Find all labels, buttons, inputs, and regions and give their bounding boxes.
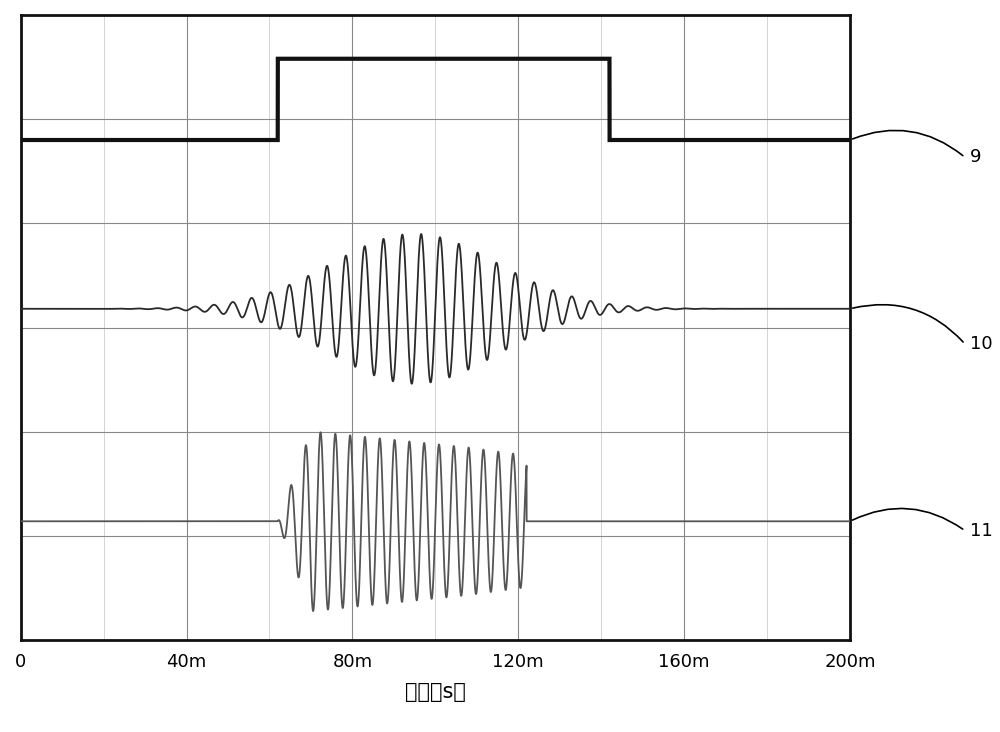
- Text: 9: 9: [970, 149, 982, 166]
- Text: 10: 10: [970, 335, 993, 353]
- Text: 11: 11: [970, 522, 993, 539]
- X-axis label: 时间（s）: 时间（s）: [405, 682, 466, 703]
